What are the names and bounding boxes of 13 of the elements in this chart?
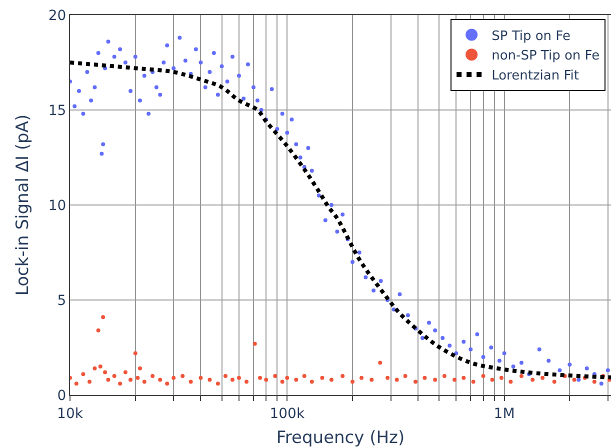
y-axis-title: Lock-in Signal ΔI (pA) (12, 114, 33, 296)
y-tick-label: 15 (48, 102, 66, 119)
legend-label: non-SP Tip on Fe (492, 48, 600, 64)
y-tick-label: 0 (57, 388, 66, 404)
y-tick-label: 20 (48, 8, 66, 24)
y-tick-label: 5 (57, 292, 66, 309)
x-tick-label: 10k (57, 406, 84, 422)
legend-label: SP Tip on Fe (492, 28, 570, 44)
x-tick-label: 1M (494, 406, 515, 422)
x-axis-title: Frequency (Hz) (276, 428, 405, 448)
x-tick-label: 100k (270, 406, 306, 422)
y-tick-label: 10 (48, 198, 66, 214)
legend-label: Lorentzian Fit (492, 68, 579, 84)
